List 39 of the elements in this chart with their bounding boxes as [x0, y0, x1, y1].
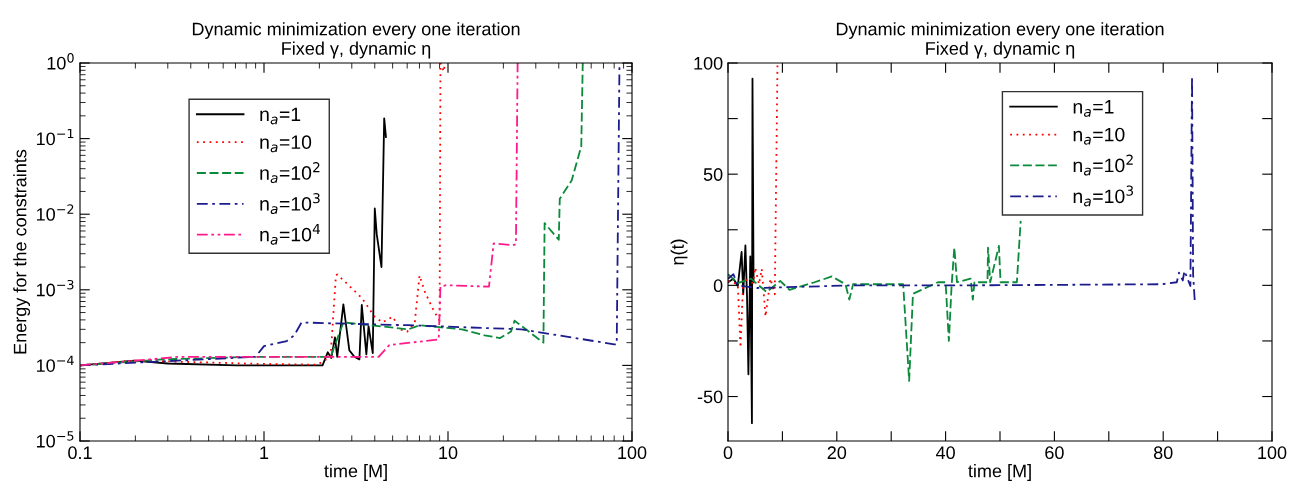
- y-tick-label: -50: [697, 390, 723, 404]
- x-tick-label: 10: [439, 446, 458, 460]
- legend-label: n$_{a}$=10$^{3}$: [260, 193, 320, 214]
- y-axis-title: Energy for the constraints: [13, 149, 31, 354]
- y-tick-label: 0: [713, 279, 723, 293]
- legend-label: n$_{a}$=1: [1073, 100, 1114, 117]
- y-tick-label: 10$^{0}$: [47, 53, 74, 70]
- line-series: [728, 75, 1196, 302]
- legend-label: n$_{a}$=10$^{2}$: [260, 162, 320, 184]
- y-tick-label: 10$^{−2}$: [36, 204, 74, 221]
- chart-subtitle: Fixed γ, dynamic η: [926, 41, 1075, 59]
- x-tick-label: 0: [723, 446, 733, 460]
- x-tick-label: 0.1: [68, 446, 92, 460]
- legend-label: n$_{a}$=10$^{4}$: [260, 223, 321, 245]
- chart-title: Dynamic minimization every one iteration: [192, 22, 520, 39]
- line-series: [728, 219, 1022, 382]
- chart-subtitle: Fixed γ, dynamic η: [282, 41, 431, 59]
- x-tick-label: 100: [618, 446, 647, 460]
- line-series: [728, 63, 779, 349]
- x-tick-label: 80: [1153, 446, 1173, 460]
- x-tick-label: 1: [260, 446, 269, 459]
- y-tick-label: 50: [703, 168, 723, 181]
- y-tick-label: 10$^{−1}$: [36, 128, 74, 146]
- legend-label: n$_{a}$=10: [260, 135, 312, 153]
- y-tick-label: 10$^{−3}$: [36, 279, 74, 297]
- legend-label: n$_{a}$=10$^{3}$: [1073, 185, 1134, 207]
- y-tick-label: 10$^{−4}$: [36, 355, 74, 372]
- x-axis-title: time [M]: [968, 464, 1031, 481]
- x-tick-label: 100: [1258, 446, 1287, 460]
- x-tick-label: 20: [827, 446, 847, 460]
- y-axis-title: η(t): [670, 239, 688, 265]
- legend-label: n$_{a}$=10$^{2}$: [1073, 154, 1133, 176]
- y-tick-label: 100: [694, 56, 723, 70]
- legend-label: n$_{a}$=10: [1073, 127, 1125, 145]
- x-tick-label: 60: [1045, 446, 1064, 460]
- legend-label: n$_{a}$=1: [260, 107, 301, 125]
- chart-title: Dynamic minimization every one iteration: [836, 22, 1164, 39]
- x-tick-label: 40: [935, 446, 955, 460]
- x-axis-title: time [M]: [324, 464, 387, 481]
